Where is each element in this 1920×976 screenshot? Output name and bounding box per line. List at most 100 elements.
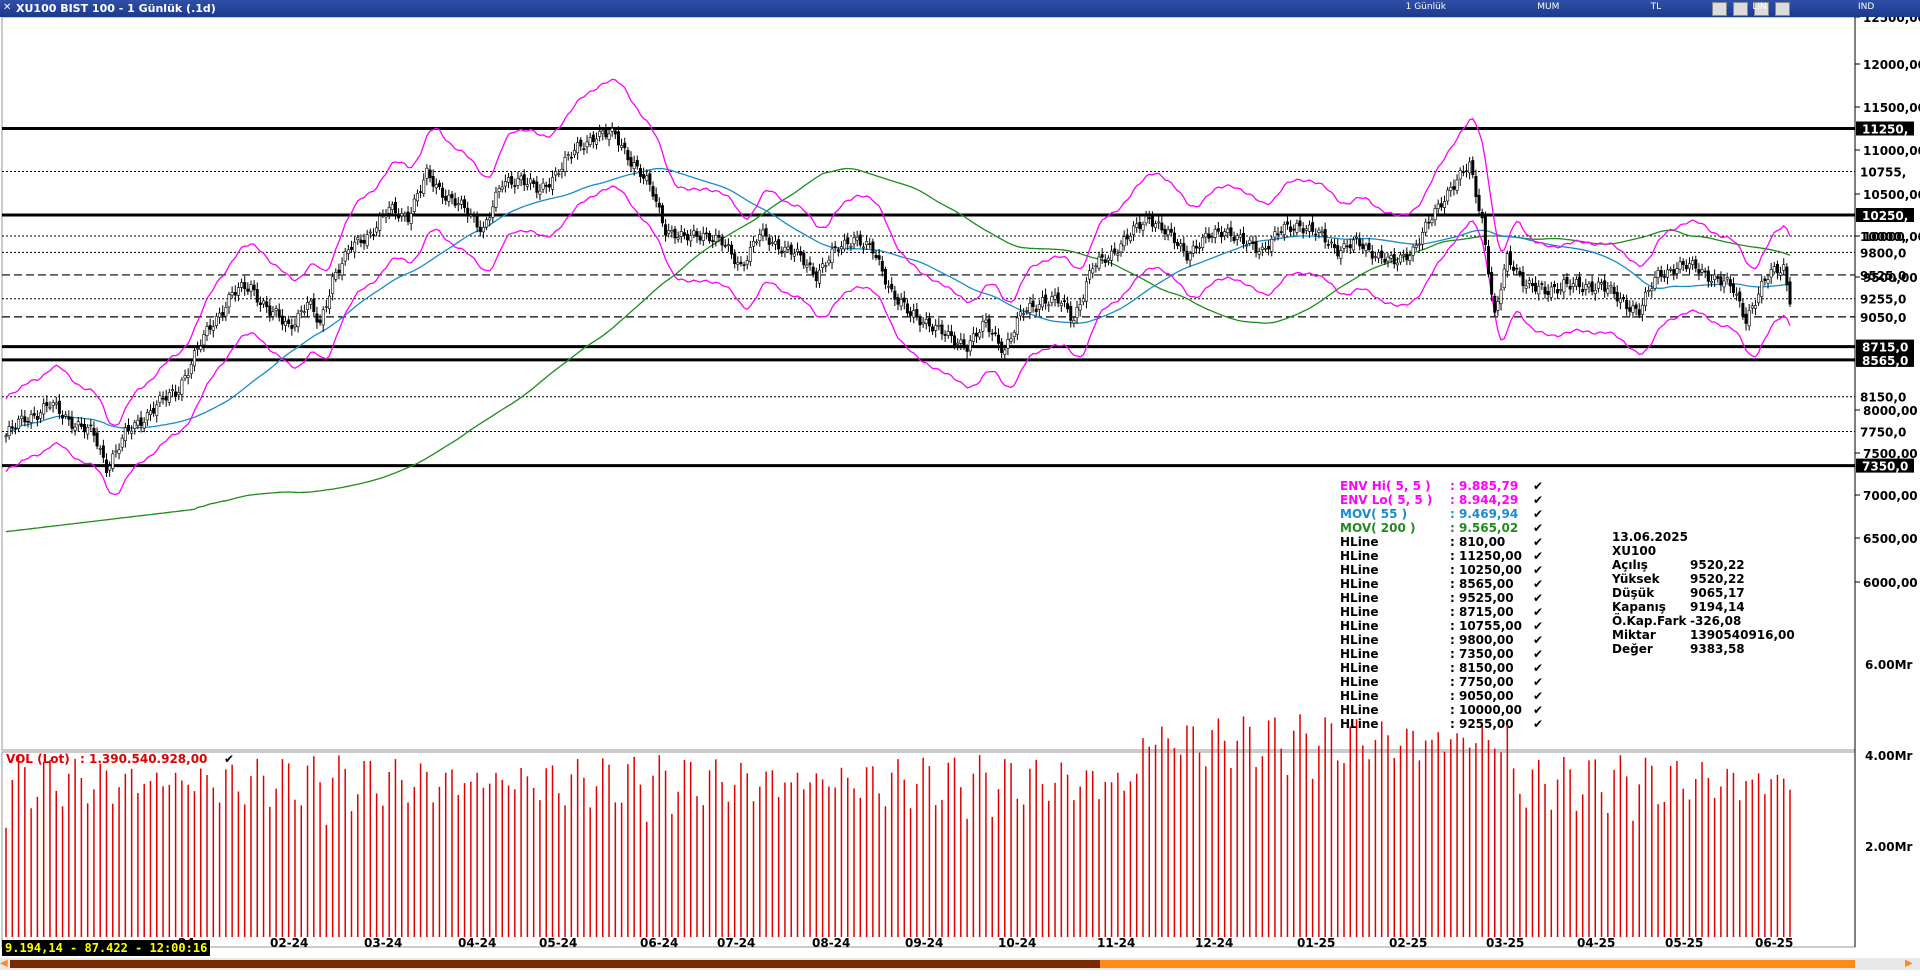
scroll-left-icon[interactable]: ◀ [0, 958, 8, 969]
candle-body [918, 317, 922, 326]
candle-body [1066, 303, 1070, 310]
candle-body [1345, 245, 1349, 248]
candle-body [861, 246, 865, 249]
legend-name-13: HLine [1340, 661, 1378, 675]
candle-body [431, 175, 435, 187]
checkmark-icon[interactable]: ✔ [1533, 535, 1543, 549]
candle-body [1694, 259, 1698, 269]
candle-body [783, 246, 787, 252]
candle-body [26, 421, 30, 423]
candle-body [485, 219, 489, 228]
scroll-thumb[interactable] [10, 960, 1100, 968]
menu-item-chart-type[interactable]: MUM [1537, 2, 1560, 12]
candle-body [588, 137, 592, 145]
menu-item-indicators[interactable]: IND [1857, 2, 1875, 12]
checkmark-icon[interactable]: ✔ [1533, 605, 1543, 619]
info-date: 13.06.2025 [1612, 530, 1688, 544]
candle-body [1373, 256, 1377, 258]
candle-body [1028, 303, 1032, 313]
candle-body [507, 177, 511, 183]
toolbar-button-icon[interactable] [1775, 2, 1790, 16]
candle-body [1172, 232, 1176, 244]
candle-body [736, 262, 740, 265]
candle-body [723, 245, 727, 247]
candle-body [758, 234, 762, 241]
menu-item-scale[interactable]: LIN [1752, 2, 1767, 12]
candle-body [1606, 288, 1610, 294]
candle-body [249, 284, 253, 292]
candle-body [230, 292, 234, 296]
candle-body [1198, 246, 1202, 249]
candle-body [1405, 253, 1409, 261]
candle-body [927, 318, 931, 327]
checkmark-icon[interactable]: ✔ [1533, 647, 1543, 661]
toolbar-button-icon[interactable] [1712, 2, 1727, 16]
month-label-14: 04-25 [1577, 936, 1615, 950]
candle-body [177, 392, 181, 395]
candle-body [795, 248, 799, 253]
month-label-0: 02-24 [270, 936, 308, 950]
chart-canvas[interactable]: 12500,00 12000,00 11500,00 11000,00 10500,00… [0, 17, 1920, 957]
candle-body [164, 395, 168, 401]
checkmark-icon[interactable]: ✔ [1533, 689, 1543, 703]
checkmark-icon[interactable]: ✔ [1533, 493, 1543, 507]
candle-body [686, 233, 690, 241]
candle-body [189, 364, 193, 375]
candle-body [10, 426, 14, 429]
candle-body [1056, 292, 1060, 304]
toolbar-button-icon[interactable] [1754, 2, 1769, 16]
checkmark-icon[interactable]: ✔ [1533, 521, 1543, 535]
checkmark-icon[interactable]: ✔ [1533, 675, 1543, 689]
candle-body [258, 302, 262, 306]
legend-name-17: HLine [1340, 717, 1378, 731]
checkmark-icon[interactable]: ✔ [224, 752, 234, 766]
candle-body [513, 185, 517, 187]
candle-body [1644, 291, 1648, 307]
toolbar-button-icon[interactable] [1733, 2, 1748, 16]
candle-body [1289, 226, 1293, 232]
candle-body [1201, 237, 1205, 248]
menu-item-currency[interactable]: TL [1650, 2, 1662, 12]
close-icon[interactable]: ✕ [3, 2, 12, 13]
candle-body [1006, 339, 1010, 349]
candle-body [733, 253, 737, 265]
candle-body [975, 332, 979, 337]
candle-body [1565, 276, 1569, 284]
candle-body [1395, 262, 1399, 266]
candle-body [1480, 212, 1484, 219]
hline-label-0: 11250, [1862, 123, 1908, 137]
candle-body [1430, 219, 1434, 224]
candle-body [849, 245, 853, 248]
candle-body [466, 207, 470, 217]
checkmark-icon[interactable]: ✔ [1533, 577, 1543, 591]
checkmark-icon[interactable]: ✔ [1533, 619, 1543, 633]
candle-body [774, 240, 778, 245]
candle-body [937, 324, 941, 327]
candle-body [1138, 221, 1142, 229]
candle-body [1653, 277, 1657, 289]
candle-body [1750, 305, 1754, 309]
candle-body [1342, 243, 1346, 249]
horizontal-scrollbar[interactable]: ◀ ▶ [0, 958, 1920, 970]
checkmark-icon[interactable]: ✔ [1533, 563, 1543, 577]
candle-body [478, 226, 482, 233]
month-label-3: 05-24 [539, 936, 577, 950]
scroll-right-icon[interactable]: ▶ [1905, 958, 1913, 969]
checkmark-icon[interactable]: ✔ [1533, 591, 1543, 605]
checkmark-icon[interactable]: ✔ [1533, 703, 1543, 717]
candle-body [1204, 232, 1208, 238]
checkmark-icon[interactable]: ✔ [1533, 661, 1543, 675]
checkmark-icon[interactable]: ✔ [1533, 507, 1543, 521]
checkmark-icon[interactable]: ✔ [1533, 633, 1543, 647]
candle-body [126, 424, 130, 432]
candle-body [777, 239, 781, 250]
candle-body [221, 312, 225, 316]
candle-body [1549, 286, 1553, 298]
legend-value-7: : 8565,00 [1450, 577, 1514, 591]
checkmark-icon[interactable]: ✔ [1533, 717, 1543, 731]
candle-body [1461, 171, 1465, 173]
checkmark-icon[interactable]: ✔ [1533, 549, 1543, 563]
candle-body [827, 259, 831, 264]
checkmark-icon[interactable]: ✔ [1533, 479, 1543, 493]
menu-item-period[interactable]: 1 Günlük [1405, 2, 1446, 12]
